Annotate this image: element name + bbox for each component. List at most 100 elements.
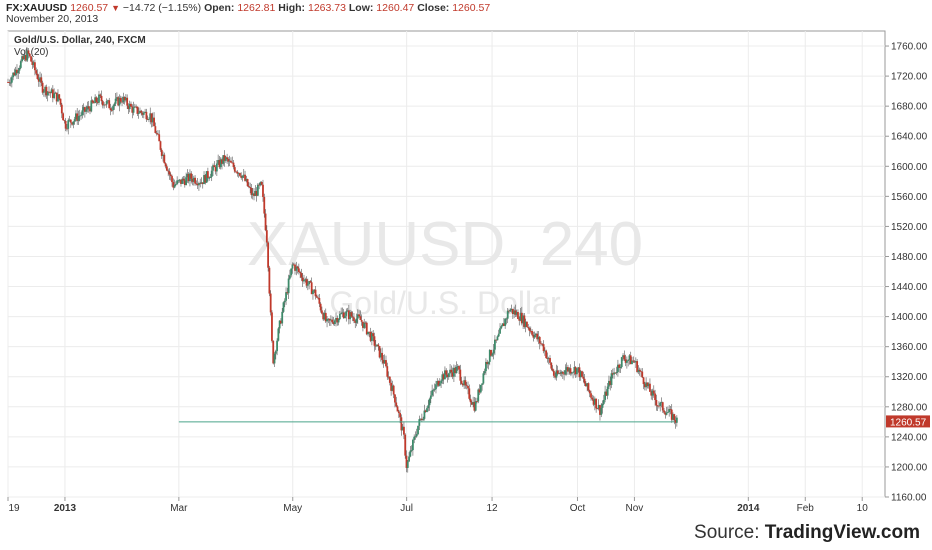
chart-header: FX:XAUUSD 1260.57 ▼ −14.72 (−1.15%) Open… bbox=[6, 2, 490, 14]
candle-body bbox=[485, 361, 487, 372]
candle-body bbox=[505, 318, 508, 320]
candle-body bbox=[158, 134, 161, 142]
candle-body bbox=[64, 121, 67, 129]
candle-body bbox=[254, 190, 257, 196]
candle-body bbox=[410, 450, 413, 451]
candle-body bbox=[449, 369, 451, 374]
candle-body bbox=[564, 370, 567, 375]
candle-body bbox=[208, 177, 211, 179]
candle-body bbox=[57, 94, 59, 102]
candle-body bbox=[108, 100, 111, 109]
candle-body bbox=[256, 184, 259, 196]
candle-body bbox=[420, 418, 423, 421]
candle-body bbox=[435, 384, 437, 390]
candle-body bbox=[301, 277, 304, 282]
candle-body bbox=[314, 289, 317, 297]
candle-body bbox=[141, 112, 144, 115]
candle-body bbox=[583, 378, 586, 384]
candle-body bbox=[227, 159, 230, 162]
candle-body bbox=[610, 373, 613, 385]
candle-body bbox=[552, 370, 555, 376]
candle-body bbox=[622, 355, 624, 358]
candle-body bbox=[593, 398, 596, 405]
candle-body bbox=[422, 418, 425, 421]
candle-body bbox=[654, 393, 656, 400]
candle-body bbox=[67, 120, 70, 129]
candle-body bbox=[100, 95, 103, 102]
candle-body bbox=[73, 119, 76, 122]
candle-body bbox=[168, 171, 171, 175]
high-label: High: bbox=[278, 2, 306, 14]
x-tick-label: 12 bbox=[486, 503, 498, 514]
grid bbox=[7, 31, 885, 498]
candle-body bbox=[460, 380, 463, 384]
candle-body bbox=[675, 417, 678, 423]
candle-body bbox=[150, 113, 153, 123]
candle-body bbox=[518, 318, 521, 321]
candle-body bbox=[8, 82, 11, 84]
candle-body bbox=[640, 371, 642, 372]
candle-body bbox=[501, 323, 504, 327]
candle-body bbox=[251, 193, 254, 196]
y-tick-label: 1440.00 bbox=[891, 282, 928, 293]
candle-body bbox=[395, 402, 398, 407]
candle-body bbox=[253, 193, 255, 196]
candle-body bbox=[44, 86, 47, 92]
candle-body bbox=[271, 312, 273, 341]
candle-body bbox=[655, 399, 658, 406]
candle-body bbox=[570, 372, 573, 374]
candle-body bbox=[370, 333, 373, 341]
candle-body bbox=[240, 175, 243, 178]
candle-body bbox=[649, 383, 651, 392]
candle-body bbox=[16, 69, 18, 74]
x-tick-label: 2013 bbox=[54, 503, 77, 514]
candle-body bbox=[7, 82, 9, 83]
candle-body bbox=[367, 331, 369, 335]
x-tick-label: Nov bbox=[626, 503, 644, 514]
candle-body bbox=[287, 278, 290, 294]
candle-body bbox=[90, 100, 93, 112]
candle-body bbox=[81, 110, 84, 116]
candle-body bbox=[551, 368, 554, 371]
x-tick-label: Mar bbox=[170, 503, 188, 514]
source-credit[interactable]: Source: TradingView.com bbox=[694, 522, 920, 544]
candle-body bbox=[404, 434, 407, 456]
candle-body bbox=[34, 62, 36, 71]
candle-body bbox=[617, 364, 619, 372]
candle-body bbox=[455, 366, 458, 374]
candle-body bbox=[554, 375, 557, 378]
candle-body bbox=[444, 370, 446, 380]
candle-body bbox=[95, 97, 98, 103]
candle-body bbox=[383, 360, 386, 364]
candle-body bbox=[154, 126, 157, 133]
candle-body bbox=[291, 264, 294, 269]
candle-body bbox=[233, 167, 236, 172]
last-price: 1260.57 bbox=[70, 2, 109, 14]
candle-body bbox=[299, 272, 302, 274]
candle-body bbox=[427, 405, 430, 409]
candle-body bbox=[91, 100, 94, 103]
candle-body bbox=[636, 361, 639, 373]
candle-body bbox=[126, 97, 129, 106]
candle-body bbox=[547, 357, 550, 359]
source-brand: TradingView.com bbox=[764, 522, 920, 543]
candle-body bbox=[509, 309, 512, 312]
candle-body bbox=[140, 110, 143, 113]
candle-body bbox=[418, 419, 421, 426]
candle-body bbox=[300, 273, 303, 278]
candle-body bbox=[483, 371, 486, 374]
candle-body bbox=[377, 344, 380, 347]
candle-body bbox=[597, 405, 600, 409]
candle-body bbox=[664, 412, 667, 415]
candle-body bbox=[209, 176, 212, 178]
candle-body bbox=[190, 173, 193, 179]
candle-body bbox=[212, 165, 214, 171]
candle-body bbox=[105, 101, 108, 105]
candle-body bbox=[613, 372, 615, 375]
candle-body bbox=[524, 321, 527, 327]
candle-body bbox=[167, 170, 170, 172]
candle-body bbox=[558, 372, 560, 374]
y-tick-label: 1360.00 bbox=[891, 342, 928, 353]
candle-body bbox=[431, 390, 434, 396]
